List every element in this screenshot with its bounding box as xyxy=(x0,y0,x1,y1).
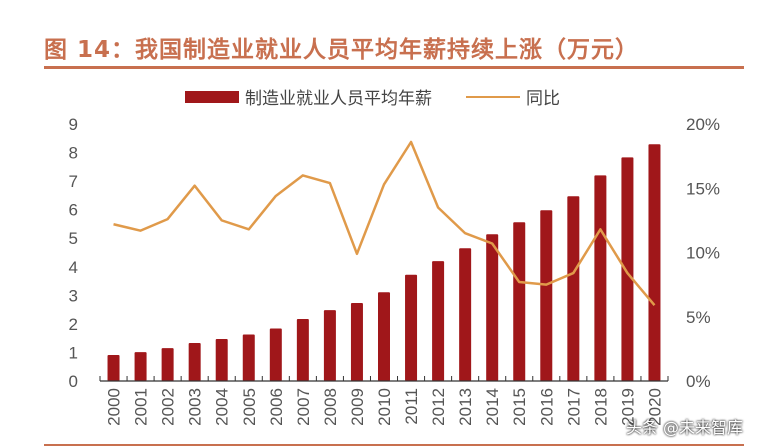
bar-2012 xyxy=(432,261,445,381)
x-tick-label: 2017 xyxy=(564,388,583,426)
x-tick-label: 2002 xyxy=(159,388,178,426)
x-tick-label: 2018 xyxy=(591,388,610,426)
left-tick-label: 4 xyxy=(69,258,78,277)
x-tick-label: 2014 xyxy=(483,388,502,426)
left-tick-label: 3 xyxy=(69,286,78,305)
bar-2018 xyxy=(594,175,607,381)
title-divider xyxy=(44,66,744,69)
x-tick-label: 2007 xyxy=(294,388,313,426)
x-tick-label: 2015 xyxy=(510,388,529,426)
bar-2016 xyxy=(540,210,553,381)
left-tick-label: 8 xyxy=(69,144,78,163)
right-tick-label: 20% xyxy=(686,115,720,134)
bar-2007 xyxy=(296,319,309,381)
legend-label-yoy: 同比 xyxy=(526,89,560,109)
bar-2019 xyxy=(621,157,634,381)
x-tick-label: 2006 xyxy=(267,388,286,426)
legend-swatch-bar xyxy=(185,90,239,103)
left-tick-label: 0 xyxy=(69,372,78,391)
bar-2011 xyxy=(405,274,418,381)
bar-2006 xyxy=(269,328,282,381)
right-tick-label: 15% xyxy=(686,179,720,198)
right-tick-label: 5% xyxy=(686,308,711,327)
left-tick-label: 2 xyxy=(69,315,78,334)
left-tick-label: 1 xyxy=(69,343,78,362)
bar-2013 xyxy=(459,248,472,381)
x-tick-label: 2009 xyxy=(348,388,367,426)
x-tick-label: 2020 xyxy=(645,388,664,426)
watermark: 头条 @未来智库 xyxy=(625,418,743,437)
bar-2005 xyxy=(242,334,255,381)
left-tick-label: 5 xyxy=(69,229,78,248)
right-tick-label: 10% xyxy=(686,244,720,263)
x-tick-label: 2000 xyxy=(105,388,124,426)
legend-swatch-line xyxy=(466,95,520,98)
x-tick-label: 2003 xyxy=(186,388,205,426)
legend: 制造业就业人员平均年薪 同比 xyxy=(185,84,560,109)
x-tick-label: 2008 xyxy=(321,388,340,426)
x-tick-label: 2001 xyxy=(132,388,151,426)
bar-2000 xyxy=(107,355,120,381)
bar-2004 xyxy=(215,339,228,381)
x-tick-label: 2019 xyxy=(618,388,637,426)
bar-2009 xyxy=(350,303,363,381)
legend-label-salary: 制造业就业人员平均年薪 xyxy=(245,89,432,109)
bar-2010 xyxy=(378,292,390,381)
x-tick-label: 2016 xyxy=(537,388,556,426)
x-tick-label: 2011 xyxy=(402,388,421,425)
x-tick-label: 2012 xyxy=(429,388,448,426)
bar-2008 xyxy=(323,310,336,381)
right-tick-label: 0% xyxy=(686,372,711,391)
x-tick-label: 2005 xyxy=(240,388,259,426)
yoy-line xyxy=(113,140,656,306)
bar-2020 xyxy=(648,144,661,381)
x-tick-label: 2010 xyxy=(375,388,394,426)
bar-2014 xyxy=(486,234,499,381)
bar-2001 xyxy=(134,352,147,381)
bar-2002 xyxy=(161,348,174,381)
bottom-divider xyxy=(44,444,744,446)
x-tick-label: 2013 xyxy=(456,388,475,426)
left-tick-label: 6 xyxy=(69,201,78,220)
bar-2015 xyxy=(513,222,526,381)
bar-2003 xyxy=(188,343,201,381)
chart-title: 图 14：我国制造业就业人员平均年薪持续上涨（万元） xyxy=(44,37,640,63)
left-tick-label: 9 xyxy=(69,115,78,134)
x-tick-label: 2004 xyxy=(213,388,232,426)
bar-2017 xyxy=(567,196,580,381)
left-tick-label: 7 xyxy=(69,172,78,191)
